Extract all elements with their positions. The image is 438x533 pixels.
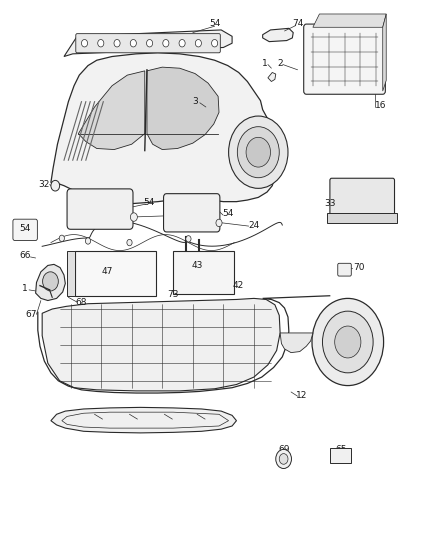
Polygon shape — [147, 67, 219, 150]
FancyBboxPatch shape — [330, 178, 395, 217]
Text: 2: 2 — [277, 59, 283, 68]
Text: 66: 66 — [19, 252, 31, 260]
Circle shape — [322, 311, 373, 373]
Polygon shape — [42, 298, 280, 391]
Circle shape — [312, 298, 384, 385]
Text: 33: 33 — [325, 199, 336, 208]
Circle shape — [85, 238, 91, 244]
Polygon shape — [64, 30, 232, 56]
Text: 70: 70 — [353, 263, 364, 272]
Polygon shape — [51, 53, 276, 204]
Text: 32: 32 — [39, 180, 50, 189]
Circle shape — [131, 213, 138, 221]
Circle shape — [195, 39, 201, 47]
Bar — [75, 251, 155, 296]
Text: 1: 1 — [262, 59, 268, 68]
Text: 65: 65 — [336, 446, 347, 455]
FancyBboxPatch shape — [304, 24, 385, 94]
Polygon shape — [313, 14, 386, 27]
Text: 47: 47 — [102, 268, 113, 276]
Circle shape — [335, 326, 361, 358]
Text: 54: 54 — [222, 209, 233, 218]
Polygon shape — [268, 72, 276, 82]
Polygon shape — [51, 407, 237, 433]
Bar — [173, 251, 234, 294]
Text: 43: 43 — [191, 261, 203, 270]
Circle shape — [114, 39, 120, 47]
Bar — [327, 213, 397, 223]
Circle shape — [163, 39, 169, 47]
Circle shape — [229, 116, 288, 188]
Text: 69: 69 — [279, 446, 290, 455]
Text: 12: 12 — [296, 391, 307, 400]
Text: 73: 73 — [167, 289, 179, 298]
Circle shape — [51, 180, 60, 191]
Polygon shape — [280, 333, 313, 353]
Polygon shape — [263, 28, 293, 42]
Bar — [67, 251, 75, 296]
Text: 24: 24 — [248, 221, 260, 230]
Circle shape — [179, 39, 185, 47]
Circle shape — [279, 454, 288, 464]
Circle shape — [147, 39, 152, 47]
Circle shape — [212, 39, 218, 47]
Text: 68: 68 — [76, 298, 87, 307]
Circle shape — [127, 239, 132, 246]
Circle shape — [186, 236, 191, 242]
Text: 16: 16 — [375, 101, 386, 110]
FancyBboxPatch shape — [76, 34, 220, 53]
Text: 3: 3 — [192, 97, 198, 106]
Polygon shape — [35, 264, 65, 301]
Circle shape — [130, 39, 136, 47]
Circle shape — [59, 235, 64, 241]
Text: 54: 54 — [19, 224, 30, 233]
FancyBboxPatch shape — [67, 189, 133, 229]
Text: 74: 74 — [292, 19, 303, 28]
Circle shape — [98, 39, 104, 47]
Circle shape — [81, 39, 88, 47]
Text: 42: 42 — [233, 280, 244, 289]
Polygon shape — [78, 71, 145, 150]
Bar — [330, 448, 351, 463]
Text: 1: 1 — [22, 284, 28, 293]
Circle shape — [216, 219, 222, 227]
Text: 67: 67 — [25, 310, 37, 319]
Text: 54: 54 — [209, 19, 220, 28]
Circle shape — [42, 272, 58, 291]
Circle shape — [246, 138, 271, 167]
Text: 54: 54 — [144, 198, 155, 207]
Circle shape — [237, 127, 279, 177]
FancyBboxPatch shape — [338, 263, 351, 276]
FancyBboxPatch shape — [13, 219, 37, 240]
Circle shape — [276, 449, 291, 469]
Text: 24: 24 — [176, 210, 187, 219]
Polygon shape — [383, 14, 386, 91]
FancyBboxPatch shape — [163, 193, 220, 232]
